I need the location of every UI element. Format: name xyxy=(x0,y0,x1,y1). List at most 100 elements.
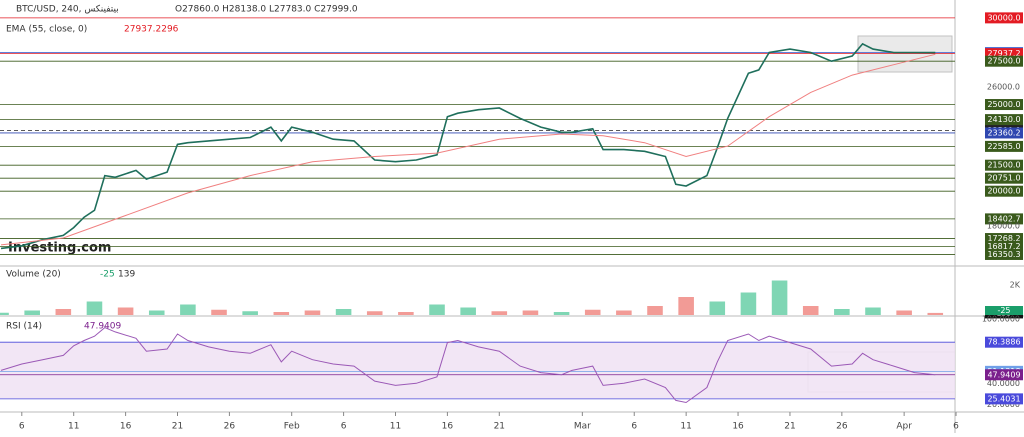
volume-bar xyxy=(366,311,383,315)
axis-label-box xyxy=(985,114,1023,126)
axis-label-box xyxy=(985,393,1023,405)
axis-label-box xyxy=(985,12,1023,24)
watermark: Investing.com xyxy=(8,241,111,256)
axis-label: 18402.7 xyxy=(987,214,1020,223)
volume-bar xyxy=(273,312,290,315)
volume-bar xyxy=(304,310,321,315)
volume-change: -25 xyxy=(100,270,115,280)
x-tick-label: 21 xyxy=(172,422,183,432)
axis-label: 30000.0 xyxy=(987,13,1020,22)
volume-bar xyxy=(24,310,40,315)
x-tick-label: 6 xyxy=(341,422,347,432)
volume-bar xyxy=(242,311,258,315)
axis-label-box xyxy=(985,248,1023,260)
axis-label: 47.9409 xyxy=(987,370,1020,379)
volume-bar xyxy=(553,312,570,315)
axis-label-box xyxy=(985,240,1023,252)
y-tick-label: 100.0000 xyxy=(982,315,1020,324)
axis-label: 24130.0 xyxy=(987,115,1020,124)
axis-label: 20000.0 xyxy=(987,187,1020,196)
indicator-label: EMA (55, close, 0) xyxy=(6,25,87,35)
x-tick-label: 21 xyxy=(784,422,795,432)
volume-bar xyxy=(647,306,663,315)
ohlc: O27860.0 H28138.0 L27783.0 C27999.0 xyxy=(175,5,358,15)
rsi-title: RSI (14) xyxy=(6,322,42,332)
x-tick-label: 11 xyxy=(68,422,79,432)
axis-label: -25 xyxy=(997,306,1010,315)
axis-label: 17268.2 xyxy=(987,234,1020,243)
axis-label: 20751.0 xyxy=(987,174,1020,183)
indicator-value: 27937.2296 xyxy=(124,25,179,35)
axis-label-box xyxy=(985,336,1023,348)
axis-label-box xyxy=(985,55,1023,67)
x-tick-label: 26 xyxy=(836,422,848,432)
axis-label-box xyxy=(985,127,1023,139)
x-tick-label: 6 xyxy=(19,422,25,432)
y-tick-label: 20.0000 xyxy=(987,400,1020,409)
volume-bar xyxy=(55,309,72,315)
volume-bar xyxy=(584,309,601,315)
volume-bar xyxy=(117,307,134,315)
volume-bar xyxy=(771,280,788,315)
axis-label: 78.3886 xyxy=(987,338,1020,347)
volume-bar xyxy=(740,292,757,315)
volume-bar xyxy=(522,310,539,315)
axis-label-box xyxy=(985,306,1023,315)
series-line xyxy=(0,42,936,250)
volume-bar xyxy=(86,301,103,315)
volume-bar xyxy=(148,310,165,315)
volume-bar xyxy=(429,304,445,315)
volume-bar xyxy=(491,311,508,315)
volume-bar xyxy=(211,309,227,315)
volume-last: 139 xyxy=(118,270,135,280)
x-tick-label: 16 xyxy=(732,422,744,432)
axis-label-box xyxy=(985,99,1023,111)
axis-label: 16817.2 xyxy=(987,242,1020,251)
x-tick-label: Mar xyxy=(574,422,591,432)
volume-bar xyxy=(927,312,944,315)
volume-bar xyxy=(802,306,819,315)
volume-bar xyxy=(896,310,912,315)
volume-bar xyxy=(865,307,881,315)
volume-title: Volume (20) xyxy=(6,270,61,280)
volume-bar xyxy=(335,309,352,315)
x-tick-label: 11 xyxy=(680,422,691,432)
volume-bar xyxy=(616,310,632,315)
axis-label-box xyxy=(985,213,1023,225)
axis-label-box xyxy=(985,159,1023,171)
volume-bar xyxy=(0,312,9,315)
series-line xyxy=(0,53,936,246)
y-tick-label: 2K xyxy=(1010,281,1021,290)
axis-label-box xyxy=(985,140,1023,152)
chart-title: BTC/USD, 240, بيتفينكس xyxy=(16,5,119,15)
y-tick-label: 40.0000 xyxy=(987,379,1020,388)
axis-label-box xyxy=(985,48,1023,60)
axis-label-box xyxy=(985,233,1023,245)
volume-bar xyxy=(460,307,476,315)
axis-label: 25.4031 xyxy=(987,394,1020,403)
axis-label-box xyxy=(985,172,1023,184)
rsi-value: 47.9409 xyxy=(84,322,121,332)
x-tick-label: 6 xyxy=(953,422,959,432)
x-tick-label: 16 xyxy=(442,422,454,432)
x-tick-label: Apr xyxy=(896,422,912,432)
volume-bar xyxy=(709,301,726,315)
rsi-band xyxy=(0,342,955,399)
x-tick-label: Feb xyxy=(284,422,300,432)
axis-label: 16350.3 xyxy=(987,250,1020,259)
y-tick-label: 18000.0 xyxy=(987,221,1020,230)
series-line xyxy=(0,327,936,404)
axis-label: 25000.0 xyxy=(987,100,1020,109)
axis-label-box xyxy=(985,369,1023,381)
y-tick-label: 26000.0 xyxy=(987,83,1020,92)
axis-label: 21500.0 xyxy=(987,161,1020,170)
axis-label: 22585.0 xyxy=(987,142,1020,151)
volume-bar xyxy=(180,304,196,315)
x-tick-label: 26 xyxy=(224,422,236,432)
volume-bar xyxy=(834,309,850,315)
x-tick-label: 16 xyxy=(120,422,132,432)
volume-bar xyxy=(398,312,414,315)
volume-bar xyxy=(678,297,694,315)
axis-label: 27937.2 xyxy=(987,49,1020,58)
